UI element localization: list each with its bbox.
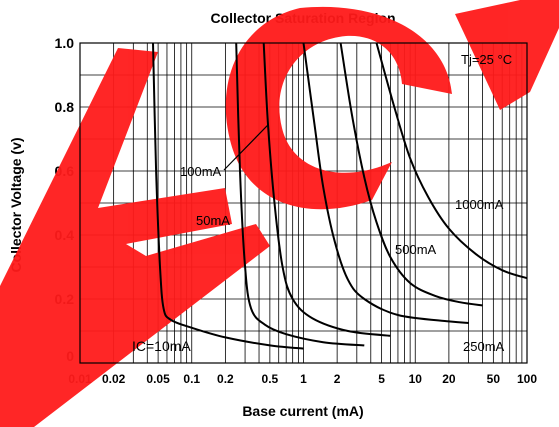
y-axis-label: Collector Voltage (v) [8,137,24,272]
x-tick-label: 0.5 [262,372,279,386]
x-tick-label: 50 [487,372,501,386]
series-label-100ma: 100mA [180,164,222,179]
x-tick-label: 0.2 [217,372,234,386]
x-tick-label: 5 [378,372,385,386]
curve-250ma [302,42,469,324]
series-label-1000ma: 1000mA [455,197,504,212]
y-tick-label: 1.0 [55,35,75,51]
x-tick-label: 20 [442,372,456,386]
x-axis-label: Base current (mA) [242,403,363,419]
x-tick-label: 0.02 [102,372,126,386]
x-tick-label: 2 [334,372,341,386]
curve-100ma [262,42,391,337]
curve-500ma [339,42,483,307]
curve-ic-10ma [152,42,304,350]
leader-line-100ma [223,124,269,171]
curve-50ma [235,42,365,347]
series-label-50ma: 50mA [196,213,230,228]
x-tick-label: 0.1 [183,372,200,386]
x-tick-label: 0.05 [146,372,170,386]
temperature-annotation: Tj=25 °C [461,52,512,67]
y-tick-label: 0.8 [55,99,75,115]
series-label-ic-10ma: IC=10mA [132,338,191,354]
series-label-250ma: 250mA [463,339,505,354]
x-tick-label: 10 [409,372,423,386]
series-label-500ma: 500mA [395,242,437,257]
curve-1000ma [375,42,528,280]
x-tick-label: 100 [517,372,537,386]
curves [152,42,528,350]
x-tick-label: 1 [300,372,307,386]
